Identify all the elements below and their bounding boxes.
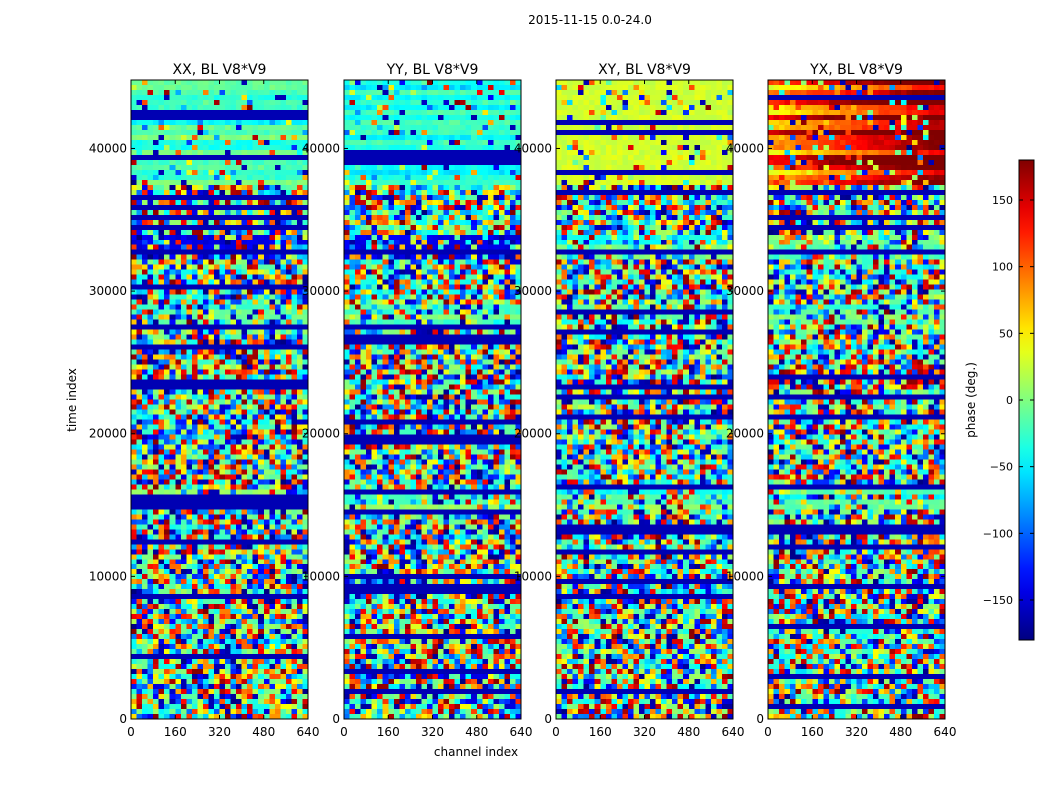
colorbar-label: phase (deg.) — [964, 362, 978, 438]
y-tick-label: 10000 — [89, 569, 127, 583]
y-tick-label: 20000 — [726, 427, 764, 441]
heatmap-yx — [768, 80, 945, 719]
y-tick-label: 10000 — [302, 569, 340, 583]
panel-title: YY, BL V8*V9 — [386, 62, 479, 78]
y-tick-label: 0 — [332, 712, 340, 726]
x-tick-label: 320 — [845, 725, 868, 739]
y-tick-label: 10000 — [514, 569, 552, 583]
x-tick-label: 640 — [297, 725, 320, 739]
panel-title: XY, BL V8*V9 — [598, 62, 691, 78]
y-tick-label: 40000 — [514, 141, 552, 155]
y-tick-label: 30000 — [302, 284, 340, 298]
y-tick-label: 40000 — [726, 141, 764, 155]
x-tick-label: 640 — [510, 725, 533, 739]
heatmap-xy — [556, 80, 733, 719]
y-tick-label: 10000 — [726, 569, 764, 583]
y-tick-label: 0 — [119, 712, 127, 726]
colorbar-tick-label: 0 — [1006, 394, 1013, 407]
figure-suptitle: 2015-11-15 0.0-24.0 — [528, 13, 652, 27]
y-tick-label: 20000 — [89, 427, 127, 441]
x-axis-label: channel index — [434, 745, 518, 759]
y-tick-label: 30000 — [89, 284, 127, 298]
x-tick-label: 320 — [208, 725, 231, 739]
x-tick-label: 0 — [127, 725, 135, 739]
y-tick-label: 20000 — [302, 427, 340, 441]
x-tick-label: 480 — [889, 725, 912, 739]
x-tick-label: 0 — [552, 725, 560, 739]
x-tick-label: 480 — [465, 725, 488, 739]
y-tick-label: 20000 — [514, 427, 552, 441]
y-tick-label: 0 — [756, 712, 764, 726]
heatmap-yy — [344, 80, 521, 719]
panel-yx: YX, BL V8*V9 0 160 320 480 640 0 10000 20000 3000… — [726, 62, 957, 739]
x-tick-label: 160 — [377, 725, 400, 739]
y-tick-label: 30000 — [726, 284, 764, 298]
colorbar-tick-label: 150 — [992, 194, 1013, 207]
panel-title: YX, BL V8*V9 — [809, 62, 903, 78]
x-tick-label: 160 — [801, 725, 824, 739]
x-tick-label: 320 — [421, 725, 444, 739]
x-tick-label: 480 — [252, 725, 275, 739]
panel-yy: YY, BL V8*V9 0 160 320 480 640 0 10000 20000 3000… — [302, 62, 533, 739]
colorbar: −150 −100 −50 0 50 100 150 phase (deg.) — [964, 159, 1035, 641]
y-tick-label: 0 — [544, 712, 552, 726]
panel-title: XX, BL V8*V9 — [173, 62, 267, 78]
colorbar-tick-label: 100 — [992, 261, 1013, 274]
colorbar-tick-label: 50 — [999, 327, 1013, 340]
y-axis-label: time index — [65, 368, 79, 432]
y-tick-label: 40000 — [302, 141, 340, 155]
panel-xx: XX, BL V8*V9 0 160 320 480 640 0 10000 20000 3000… — [89, 62, 320, 739]
x-tick-label: 160 — [164, 725, 187, 739]
colorbar-tick-label: −100 — [983, 527, 1013, 540]
x-tick-label: 640 — [934, 725, 957, 739]
panel-xy: XY, BL V8*V9 0 160 320 480 640 0 10000 20000 3000… — [514, 62, 745, 739]
x-tick-label: 480 — [677, 725, 700, 739]
x-tick-label: 320 — [633, 725, 656, 739]
x-tick-label: 640 — [722, 725, 745, 739]
colorbar-tick-label: −150 — [983, 594, 1013, 607]
heatmap-xx — [131, 80, 308, 719]
colorbar-tick-label: −50 — [990, 461, 1013, 474]
y-tick-label: 30000 — [514, 284, 552, 298]
x-tick-label: 0 — [340, 725, 348, 739]
x-tick-label: 0 — [764, 725, 772, 739]
y-tick-label: 40000 — [89, 141, 127, 155]
x-tick-label: 160 — [589, 725, 612, 739]
